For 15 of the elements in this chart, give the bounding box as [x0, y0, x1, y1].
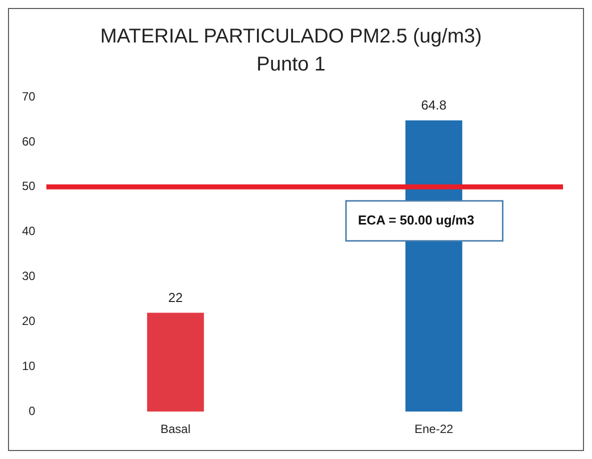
- y-tick-label: 60: [22, 134, 36, 148]
- ref-line-label: ECA = 50.00 ug/m3: [358, 212, 474, 228]
- data-label: 22: [168, 290, 183, 305]
- x-tick-label: Basal: [160, 422, 191, 436]
- chart-title: MATERIAL PARTICULADO PM2.5 (ug/m3): [100, 26, 482, 48]
- y-tick-label: 30: [22, 269, 36, 284]
- y-tick-label: 40: [22, 224, 36, 238]
- y-tick-label: 20: [22, 314, 36, 328]
- y-tick-label: 50: [22, 179, 36, 194]
- chart-subtitle: Punto 1: [256, 54, 326, 76]
- data-label: 64.8: [421, 97, 446, 112]
- y-tick-label: 10: [22, 358, 36, 373]
- y-tick-label: 70: [22, 89, 36, 104]
- x-tick-label: Ene-22: [414, 422, 454, 436]
- y-tick-label: 0: [28, 404, 36, 418]
